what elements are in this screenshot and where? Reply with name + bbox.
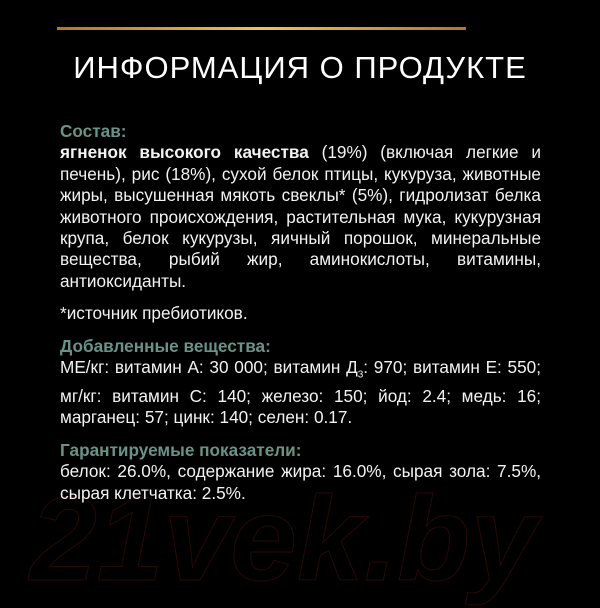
composition-body: (19%) (включая легкие и печень), рис (18… — [60, 142, 542, 291]
composition-footnote: *источник пребиотиков. — [60, 303, 248, 324]
watermark: 21vek.by — [29, 472, 538, 607]
additives-heading: Добавленные вещества: — [60, 335, 271, 356]
product-info: Состав: ягненок высокого качества (19%) … — [60, 121, 541, 504]
composition-text: ягненок высокого качества (19%) (включая… — [60, 142, 541, 292]
additives-subscript: 3 — [357, 369, 364, 381]
guaranteed-text: белок: 26.0%, содержание жира: 16.0%, сы… — [60, 461, 541, 503]
guaranteed-heading: Гарантируемые показатели: — [60, 439, 302, 460]
composition-heading: Состав: — [60, 121, 127, 141]
gold-divider — [57, 27, 466, 30]
additives-text: МЕ/кг: витамин А: 30 000; витамин Д3: 97… — [60, 357, 541, 429]
composition-lead: ягненок высокого качества — [60, 142, 309, 163]
additives-part-b: : 970; витамин Е: 550; мг/кг: витамин С:… — [60, 357, 541, 428]
page-title: ИНФОРМАЦИЯ О ПРОДУКТЕ — [73, 50, 527, 85]
additives-part-a: МЕ/кг: витамин А: 30 000; витамин Д — [60, 357, 358, 378]
